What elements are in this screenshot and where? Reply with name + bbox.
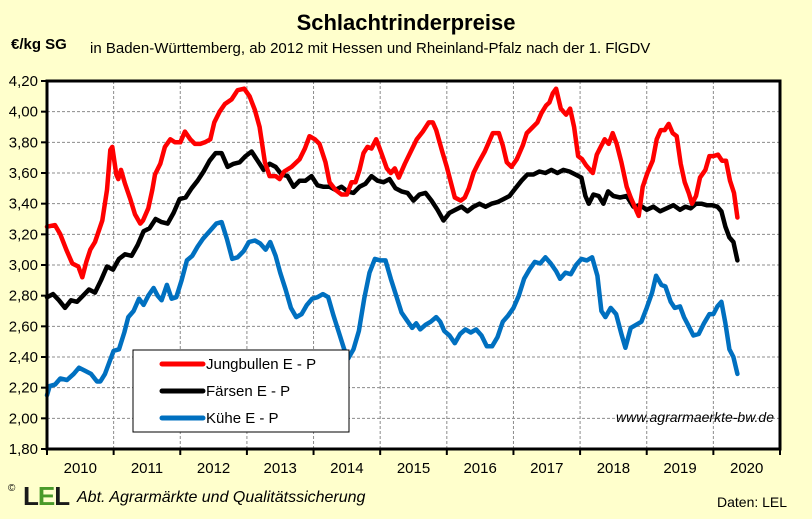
y-tick-label: 3,40 — [9, 196, 38, 213]
y-tick-label: 1,80 — [9, 441, 38, 458]
y-tick-label: 2,80 — [9, 288, 38, 305]
logo-letter: E — [37, 481, 55, 511]
watermark: www.agrarmaerkte-bw.de — [616, 409, 774, 425]
series-line-kühe — [44, 219, 740, 398]
y-axis: 1,80 2,00 2,20 2,40 2,60 2,80 3,00 3,20 3,40 3,60… — [9, 73, 47, 458]
series-line-färsen — [44, 149, 740, 311]
x-tick-label: 2014 — [330, 460, 363, 477]
x-tick-label: 2017 — [530, 460, 563, 477]
logo-letter: L — [23, 481, 39, 511]
series-line-jungbullen — [44, 86, 740, 280]
x-tick-label: 2018 — [597, 460, 630, 477]
y-tick-label: 3,20 — [9, 226, 38, 243]
legend-label: Kühe E - P — [206, 410, 279, 427]
chart-title: Schlachtrinderpreise — [296, 10, 516, 35]
y-tick-label: 2,60 — [9, 318, 38, 335]
x-axis: 2010 2011 2012 2013 2014 2015 2016 2017 2018 2019… — [46, 449, 781, 477]
department-label: Abt. Agrarmärkte und Qualitätssicherung — [77, 489, 366, 506]
data-source-label: Daten: LEL — [717, 494, 788, 510]
x-tick-label: 2015 — [397, 460, 430, 477]
x-tick-label: 2010 — [64, 460, 97, 477]
y-tick-label: 2,00 — [9, 410, 38, 427]
y-tick-label: 3,60 — [9, 165, 38, 182]
logo-letter: L — [54, 481, 70, 511]
series-layer — [44, 86, 740, 398]
x-tick-label: 2013 — [264, 460, 297, 477]
legend-label: Jungbullen E - P — [206, 356, 316, 373]
lel-logo: LEL — [23, 481, 70, 511]
copyright-symbol: © — [8, 483, 16, 494]
x-tick-label: 2016 — [463, 460, 496, 477]
x-tick-label: 2020 — [730, 460, 763, 477]
logo-text: LEL — [23, 481, 70, 511]
y-tick-label: 2,40 — [9, 349, 38, 366]
legend: Jungbullen E - P Färsen E - P Kühe E - P — [132, 349, 350, 433]
y-tick-label: 4,00 — [9, 104, 38, 121]
y-tick-label: 3,80 — [9, 134, 38, 151]
y-tick-label: 3,00 — [9, 257, 38, 274]
x-tick-label: 2019 — [663, 460, 696, 477]
legend-label: Färsen E - P — [206, 383, 290, 400]
chart-subtitle: in Baden-Württemberg, ab 2012 mit Hessen… — [90, 40, 651, 57]
y-tick-label: 2,20 — [9, 380, 38, 397]
x-tick-label: 2011 — [131, 460, 163, 477]
y-axis-unit-label: €/kg SG — [11, 36, 67, 53]
y-tick-label: 4,20 — [9, 73, 38, 90]
x-tick-label: 2012 — [197, 460, 230, 477]
